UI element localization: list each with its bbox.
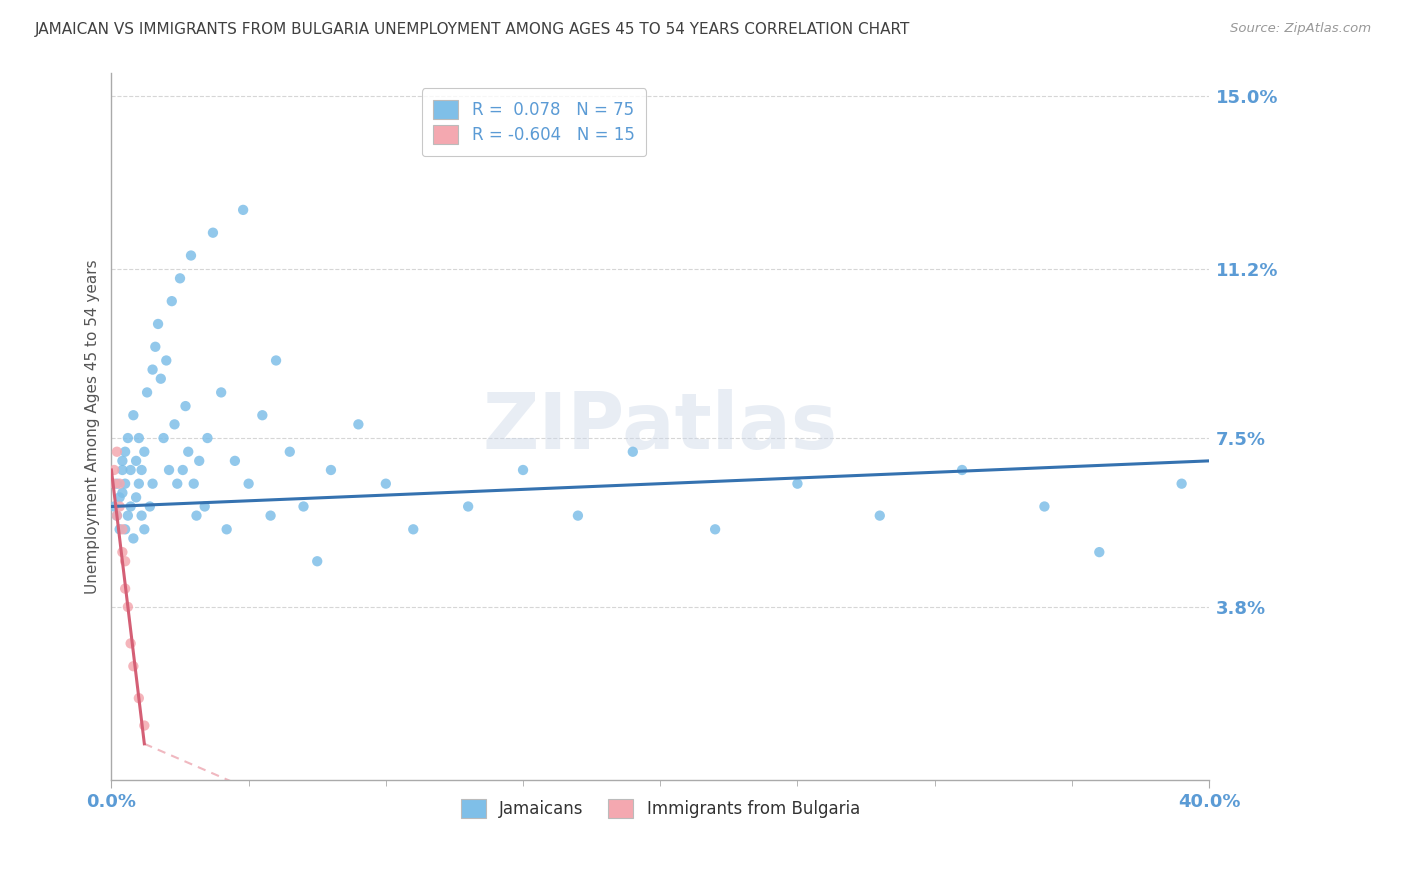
Point	[1088, 545, 1111, 559]
Point	[319, 463, 342, 477]
Point	[186, 508, 208, 523]
Point	[142, 476, 165, 491]
Point	[117, 599, 139, 614]
Point	[157, 463, 180, 477]
Point	[197, 431, 219, 445]
Point	[704, 522, 727, 536]
Point	[111, 454, 134, 468]
Point	[143, 340, 166, 354]
Point	[172, 463, 194, 477]
Point	[128, 431, 150, 445]
Point	[117, 431, 139, 445]
Point	[374, 476, 396, 491]
Point	[174, 399, 197, 413]
Point	[134, 444, 156, 458]
Point	[621, 444, 644, 458]
Point	[264, 353, 287, 368]
Point	[180, 248, 202, 262]
Point	[131, 508, 153, 523]
Point	[103, 476, 125, 491]
Point	[105, 508, 128, 523]
Point	[1170, 476, 1192, 491]
Point	[134, 522, 156, 536]
Point	[347, 417, 370, 432]
Point	[292, 500, 315, 514]
Point	[252, 409, 274, 423]
Point	[122, 409, 145, 423]
Point	[278, 444, 301, 458]
Point	[238, 476, 260, 491]
Point	[117, 508, 139, 523]
Point	[108, 522, 131, 536]
Point	[114, 476, 136, 491]
Y-axis label: Unemployment Among Ages 45 to 54 years: Unemployment Among Ages 45 to 54 years	[86, 260, 100, 594]
Point	[224, 454, 246, 468]
Point	[177, 444, 200, 458]
Point	[142, 362, 165, 376]
Point	[114, 522, 136, 536]
Point	[163, 417, 186, 432]
Point	[108, 491, 131, 505]
Legend: Jamaicans, Immigrants from Bulgaria: Jamaicans, Immigrants from Bulgaria	[454, 792, 866, 825]
Text: ZIPatlas: ZIPatlas	[482, 389, 838, 465]
Point	[125, 491, 148, 505]
Point	[114, 582, 136, 596]
Point	[125, 454, 148, 468]
Point	[120, 463, 142, 477]
Point	[188, 454, 211, 468]
Point	[201, 226, 224, 240]
Point	[209, 385, 232, 400]
Point	[103, 463, 125, 477]
Point	[122, 532, 145, 546]
Text: Source: ZipAtlas.com: Source: ZipAtlas.com	[1230, 22, 1371, 36]
Point	[183, 476, 205, 491]
Point	[111, 522, 134, 536]
Point	[122, 659, 145, 673]
Point	[134, 718, 156, 732]
Point	[136, 385, 159, 400]
Point	[232, 202, 254, 217]
Point	[149, 372, 172, 386]
Point	[307, 554, 329, 568]
Point	[128, 691, 150, 706]
Point	[194, 500, 217, 514]
Point	[169, 271, 191, 285]
Point	[114, 554, 136, 568]
Text: JAMAICAN VS IMMIGRANTS FROM BULGARIA UNEMPLOYMENT AMONG AGES 45 TO 54 YEARS CORR: JAMAICAN VS IMMIGRANTS FROM BULGARIA UNE…	[35, 22, 911, 37]
Point	[786, 476, 808, 491]
Point	[152, 431, 174, 445]
Point	[108, 500, 131, 514]
Point	[139, 500, 162, 514]
Point	[146, 317, 169, 331]
Point	[166, 476, 188, 491]
Point	[108, 476, 131, 491]
Point	[155, 353, 177, 368]
Point	[111, 463, 134, 477]
Point	[103, 500, 125, 514]
Point	[512, 463, 534, 477]
Point	[105, 444, 128, 458]
Point	[160, 294, 183, 309]
Point	[215, 522, 238, 536]
Point	[950, 463, 973, 477]
Point	[111, 485, 134, 500]
Point	[111, 545, 134, 559]
Point	[1033, 500, 1056, 514]
Point	[567, 508, 589, 523]
Point	[131, 463, 153, 477]
Point	[128, 476, 150, 491]
Point	[259, 508, 281, 523]
Point	[105, 508, 128, 523]
Point	[114, 444, 136, 458]
Point	[402, 522, 425, 536]
Point	[105, 476, 128, 491]
Point	[457, 500, 479, 514]
Point	[120, 636, 142, 650]
Point	[869, 508, 891, 523]
Point	[120, 500, 142, 514]
